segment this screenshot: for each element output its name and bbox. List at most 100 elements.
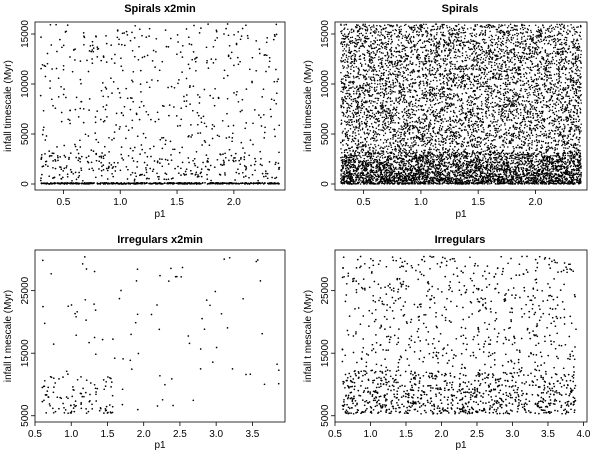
data-point: [410, 118, 412, 120]
data-point: [473, 67, 475, 69]
data-point: [516, 29, 518, 31]
data-point: [82, 180, 84, 182]
data-point: [532, 67, 534, 69]
data-point: [375, 149, 377, 151]
data-point: [507, 39, 509, 41]
data-point: [45, 182, 47, 184]
data-point: [212, 124, 214, 126]
data-point: [224, 69, 226, 71]
data-point: [517, 56, 519, 58]
data-point: [364, 112, 366, 114]
data-point: [247, 35, 249, 37]
data-point: [130, 40, 132, 42]
data-point: [79, 146, 81, 148]
data-point: [580, 130, 582, 132]
data-point: [235, 183, 237, 185]
data-point: [408, 113, 410, 115]
data-point: [530, 171, 532, 173]
data-point: [425, 170, 427, 172]
data-point: [278, 124, 280, 126]
data-point: [427, 158, 429, 160]
data-point: [231, 137, 233, 139]
data-point: [502, 121, 504, 123]
data-point: [344, 61, 346, 63]
data-point: [221, 164, 223, 166]
data-point: [244, 165, 246, 167]
data-point: [63, 94, 65, 96]
data-point: [348, 34, 350, 36]
data-point: [575, 31, 577, 32]
data-point: [513, 92, 515, 94]
data-point: [376, 136, 378, 138]
data-point: [350, 164, 352, 166]
data-point: [432, 159, 434, 161]
data-point: [493, 91, 495, 93]
data-point: [237, 57, 239, 59]
data-point: [379, 83, 381, 85]
data-point: [266, 54, 268, 56]
data-point: [355, 108, 357, 110]
data-point: [509, 82, 511, 84]
data-point: [195, 57, 197, 59]
data-point: [482, 159, 484, 161]
data-point: [214, 39, 216, 41]
data-point: [171, 159, 173, 161]
data-point: [343, 24, 345, 26]
data-point: [252, 122, 254, 124]
data-point: [556, 86, 558, 88]
data-point: [531, 61, 533, 63]
data-point: [89, 98, 91, 100]
data-point: [438, 143, 440, 145]
data-point: [553, 93, 555, 95]
data-point: [244, 152, 246, 154]
data-point: [344, 33, 346, 35]
data-point: [381, 60, 383, 62]
data-point: [162, 148, 164, 150]
data-point: [76, 149, 78, 151]
data-point: [512, 79, 514, 81]
data-point: [441, 168, 443, 170]
data-point: [79, 108, 81, 110]
data-point: [444, 163, 446, 165]
data-point: [211, 128, 213, 130]
data-point: [407, 131, 409, 133]
data-point: [383, 69, 385, 71]
data-point: [182, 45, 184, 47]
data-point: [197, 166, 199, 168]
data-point: [520, 164, 522, 166]
data-point: [207, 158, 209, 160]
data-point: [386, 140, 388, 142]
data-point: [399, 147, 401, 149]
data-point: [354, 132, 356, 134]
data-point: [532, 34, 534, 36]
data-point: [425, 104, 427, 106]
data-point: [56, 146, 58, 148]
data-point: [174, 87, 176, 89]
data-point: [373, 24, 375, 26]
data-point: [407, 145, 409, 147]
data-point: [502, 115, 504, 117]
data-point: [132, 81, 134, 83]
data-point: [384, 25, 386, 27]
data-point: [108, 137, 110, 139]
data-point: [519, 129, 521, 131]
data-point: [187, 157, 189, 159]
data-point: [456, 44, 458, 46]
data-point: [434, 89, 436, 91]
data-point: [443, 46, 445, 48]
data-point: [382, 117, 384, 119]
data-point: [147, 114, 149, 116]
data-point: [159, 158, 161, 160]
data-point: [410, 164, 412, 166]
data-point: [551, 138, 553, 140]
data-point: [498, 128, 500, 130]
data-point: [465, 68, 467, 70]
data-point: [390, 123, 392, 125]
data-point: [551, 80, 553, 82]
data-point: [124, 45, 126, 47]
data-point: [215, 183, 217, 185]
data-point: [456, 159, 458, 161]
data-point: [358, 154, 360, 156]
data-point: [54, 182, 56, 184]
data-point: [441, 118, 443, 120]
